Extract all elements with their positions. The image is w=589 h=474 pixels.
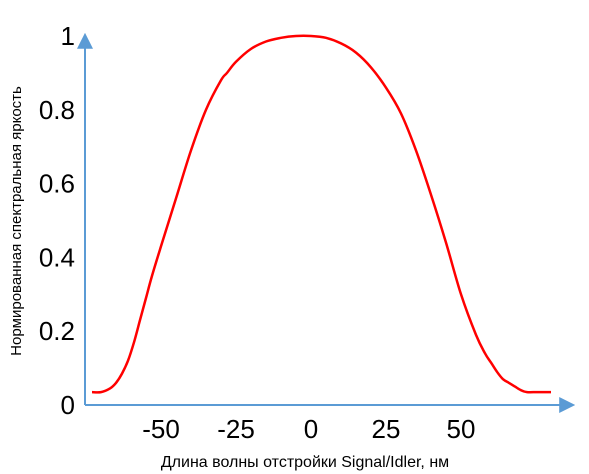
x-tick-label: 0	[304, 414, 318, 444]
y-tick-label: 0.2	[39, 316, 75, 346]
y-tick-labels: 0 0.2 0.4 0.6 0.8 1	[39, 21, 75, 420]
y-tick-label: 0.8	[39, 95, 75, 125]
x-tick-label: 25	[372, 414, 401, 444]
x-tick-label: 50	[447, 414, 476, 444]
x-tick-label: -50	[142, 414, 180, 444]
x-tick-labels: -50 -25 0 25 50	[142, 414, 475, 444]
y-tick-label: 1	[61, 21, 75, 51]
series-line-0	[91, 34, 551, 394]
series-layer	[91, 34, 551, 394]
y-tick-label: 0.4	[39, 242, 75, 272]
y-axis-label: Нормированная спектральная яркость	[8, 86, 25, 356]
axes	[77, 32, 576, 413]
y-tick-label: 0.6	[39, 169, 75, 199]
x-tick-label: -25	[217, 414, 255, 444]
y-tick-label: 0	[61, 390, 75, 420]
x-axis-label: Длина волны отстройки Signal/Idler, нм	[161, 454, 449, 471]
